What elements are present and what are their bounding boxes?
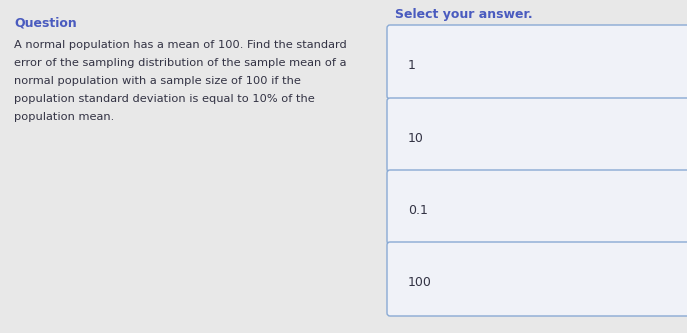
Text: 0.1: 0.1: [408, 204, 428, 217]
FancyBboxPatch shape: [387, 98, 687, 172]
Text: population mean.: population mean.: [14, 112, 114, 122]
Text: A normal population has a mean of 100. Find the standard: A normal population has a mean of 100. F…: [14, 40, 347, 50]
Text: error of the sampling distribution of the sample mean of a: error of the sampling distribution of th…: [14, 58, 346, 68]
Text: 100: 100: [408, 276, 432, 289]
Text: 1: 1: [408, 59, 416, 72]
Text: population standard deviation is equal to 10% of the: population standard deviation is equal t…: [14, 94, 315, 104]
Text: Select your answer.: Select your answer.: [395, 8, 532, 21]
Text: Question: Question: [14, 17, 77, 30]
Text: normal population with a sample size of 100 if the: normal population with a sample size of …: [14, 76, 301, 86]
FancyBboxPatch shape: [387, 170, 687, 244]
Text: 10: 10: [408, 132, 424, 145]
FancyBboxPatch shape: [387, 242, 687, 316]
FancyBboxPatch shape: [387, 25, 687, 99]
